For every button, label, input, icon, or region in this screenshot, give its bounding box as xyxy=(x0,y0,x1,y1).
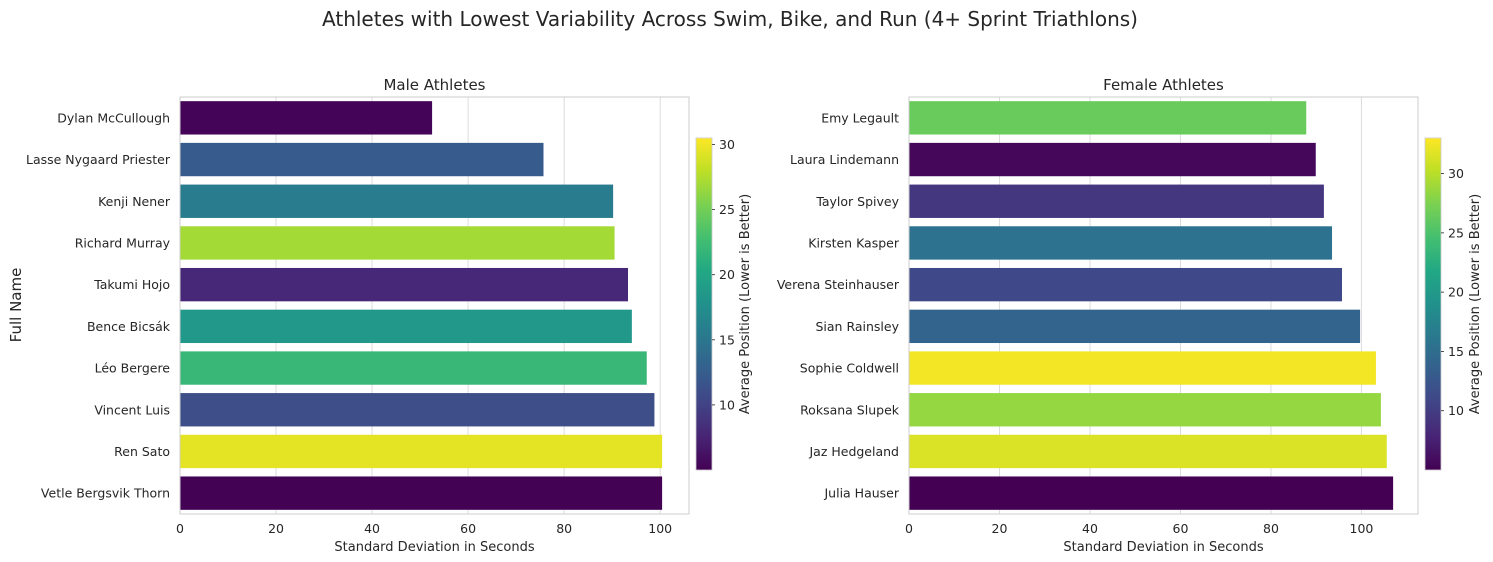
x-tick-label: 80 xyxy=(556,521,572,536)
panel-title: Female Athletes xyxy=(1103,76,1224,94)
colorbar: 10 15 20 25 30 Average Position (Lower is Bet… xyxy=(1424,137,1483,471)
y-tick-label: Bence Bicsák xyxy=(87,319,171,334)
y-tick-label: Kenji Nener xyxy=(98,194,171,209)
y-tick-label: Léo Bergere xyxy=(95,361,171,376)
axes-frame xyxy=(908,96,1419,515)
bar xyxy=(180,476,663,510)
colorbar-tick-label: 10 xyxy=(1448,403,1464,418)
y-tick-label: Vetle Bergsvik Thorn xyxy=(41,486,170,501)
x-tick-label: 20 xyxy=(268,521,284,536)
y-tick-label: Richard Murray xyxy=(75,235,171,250)
bar xyxy=(180,101,433,135)
colorbar-tick-label: 25 xyxy=(1448,225,1464,240)
bar xyxy=(909,101,1307,135)
axes-frame xyxy=(179,96,690,515)
figure-title: Athletes with Lowest Variability Across … xyxy=(322,7,1138,31)
panel-male: Dylan McCullough Lasse Nygaard Priester Ke… xyxy=(26,76,753,555)
y-tick-label: Lasse Nygaard Priester xyxy=(26,152,171,167)
bar xyxy=(909,142,1316,177)
bar xyxy=(909,476,1394,510)
x-tick-label: 80 xyxy=(1263,521,1279,536)
bar xyxy=(180,184,614,218)
y-tick-label: Verena Steinhauser xyxy=(777,277,900,292)
colorbar-gradient xyxy=(1424,137,1442,471)
y-tick-label: Sophie Coldwell xyxy=(800,361,899,376)
y-tick-label: Ren Sato xyxy=(114,444,170,459)
x-tick-label: 0 xyxy=(905,521,913,536)
panels: Dylan McCullough Lasse Nygaard Priester Ke… xyxy=(26,76,1483,555)
colorbar-tick-label: 15 xyxy=(1448,344,1464,359)
x-tick-label: 20 xyxy=(992,521,1008,536)
x-tick-label: 40 xyxy=(1082,521,1098,536)
colorbar-gradient xyxy=(695,137,713,471)
x-tick-label: 60 xyxy=(1173,521,1189,536)
y-tick-label: Laura Lindemann xyxy=(790,152,899,167)
colorbar-label: Average Position (Lower is Better) xyxy=(1468,194,1483,414)
colorbar-tick-label: 20 xyxy=(719,267,735,282)
y-tick-label: Dylan McCullough xyxy=(57,110,170,125)
colorbar: 10 15 20 25 30 Average Position (Lower is Bet… xyxy=(695,137,753,471)
x-tick-label: 40 xyxy=(364,521,380,536)
bar xyxy=(180,142,544,177)
bar xyxy=(180,393,655,427)
x-tick-label: 100 xyxy=(648,521,672,536)
colorbar-label: Average Position (Lower is Better) xyxy=(738,194,753,414)
panel-female: Emy Legault Laura Lindemann Taylor Spivey K… xyxy=(777,76,1483,555)
bar xyxy=(909,309,1361,344)
panel-title: Male Athletes xyxy=(383,76,485,94)
colorbar-tick-label: 15 xyxy=(719,332,735,347)
bar xyxy=(180,351,647,385)
x-tick-label: 100 xyxy=(1350,521,1374,536)
x-tick-label: 0 xyxy=(176,521,184,536)
colorbar-tick-label: 30 xyxy=(719,137,735,152)
bar xyxy=(909,351,1376,385)
y-tick-label: Kirsten Kasper xyxy=(808,235,900,250)
y-tick-label: Roksana Slupek xyxy=(800,402,900,417)
y-tick-label: Julia Hauser xyxy=(823,486,899,501)
x-axis-label: Standard Deviation in Seconds xyxy=(1063,540,1263,555)
colorbar-tick-label: 25 xyxy=(719,202,735,217)
y-tick-label: Vincent Luis xyxy=(94,402,170,417)
y-axis-label: Full Name xyxy=(7,268,25,343)
bar xyxy=(180,434,663,469)
y-tick-label: Emy Legault xyxy=(821,110,899,125)
bar xyxy=(180,267,629,302)
bar xyxy=(909,434,1387,469)
y-tick-label: Takumi Hojo xyxy=(93,277,170,292)
colorbar-tick-label: 10 xyxy=(719,397,735,412)
colorbar-tick-label: 20 xyxy=(1448,285,1464,300)
y-tick-label: Taylor Spivey xyxy=(815,194,899,209)
y-tick-label: Sian Rainsley xyxy=(815,319,899,334)
bar xyxy=(180,226,615,260)
bar xyxy=(909,226,1333,260)
x-axis-label: Standard Deviation in Seconds xyxy=(334,540,534,555)
colorbar-tick-label: 30 xyxy=(1448,166,1464,181)
y-tick-label: Jaz Hedgeland xyxy=(808,444,899,459)
bar xyxy=(909,267,1342,302)
bar xyxy=(180,309,632,344)
bar xyxy=(909,393,1381,427)
x-tick-label: 60 xyxy=(460,521,476,536)
bar xyxy=(909,184,1324,218)
